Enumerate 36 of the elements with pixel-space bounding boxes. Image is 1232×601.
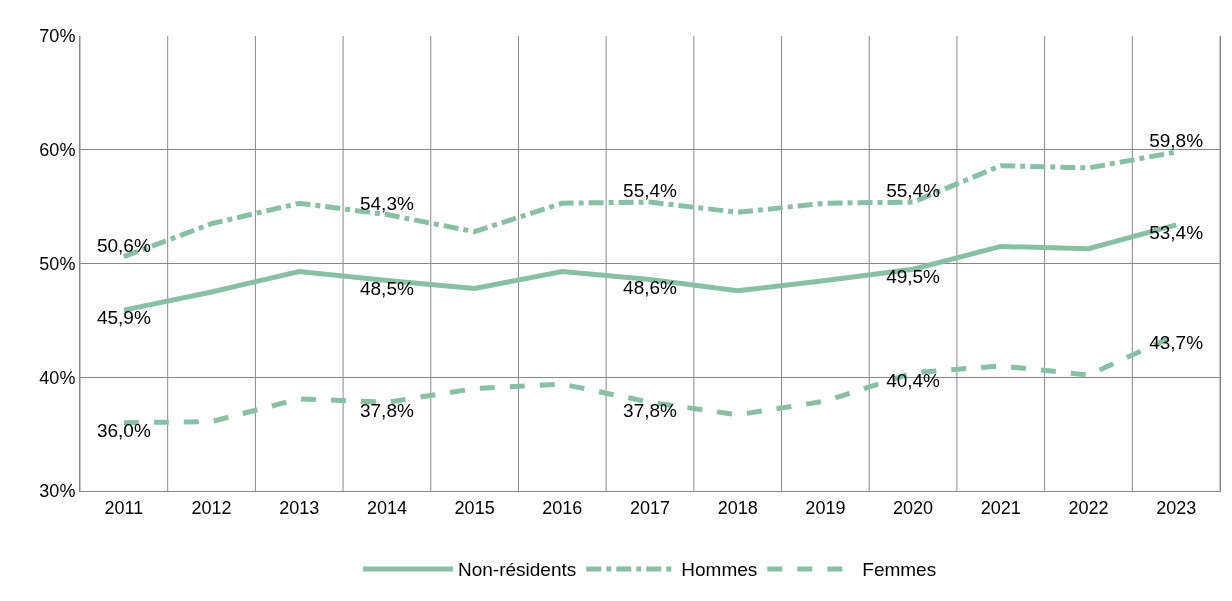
x-tick-label: 2023 — [1156, 497, 1197, 518]
data-label: 50,6% — [96, 234, 151, 256]
data-label: 59,8% — [1149, 130, 1204, 152]
data-label: 54,3% — [359, 192, 414, 214]
x-tick-label: 2022 — [1068, 497, 1109, 518]
data-label: 55,4% — [623, 180, 678, 202]
y-tick-label: 60% — [39, 140, 76, 161]
x-tick-label: 2019 — [805, 497, 846, 518]
x-tick-label: 2020 — [893, 497, 934, 518]
legend-label: Femmes — [862, 559, 937, 581]
data-label: 48,5% — [359, 277, 414, 299]
legend-label: Non-résidents — [458, 559, 577, 581]
x-tick-label: 2012 — [191, 497, 232, 518]
x-tick-label: 2013 — [279, 497, 320, 518]
x-tick-label: 2021 — [980, 497, 1021, 518]
data-label: 37,8% — [623, 399, 678, 421]
x-tick-label: 2014 — [366, 497, 407, 518]
x-tick-label: 2015 — [454, 497, 495, 518]
data-label: 43,7% — [1149, 332, 1204, 354]
legend-label: Hommes — [681, 559, 758, 581]
data-label: 49,5% — [886, 266, 941, 288]
y-tick-label: 70% — [39, 26, 76, 47]
data-label: 37,8% — [359, 399, 414, 421]
data-label: 45,9% — [96, 307, 151, 329]
data-label: 53,4% — [1149, 222, 1204, 244]
data-label: 55,4% — [886, 180, 941, 202]
x-tick-label: 2017 — [629, 497, 671, 518]
x-tick-label: 2011 — [104, 497, 144, 518]
data-label: 40,4% — [886, 369, 941, 391]
y-tick-label: 50% — [39, 253, 76, 274]
x-tick-label: 2018 — [717, 497, 758, 518]
data-label: 36,0% — [96, 420, 151, 441]
x-tick-label: 2016 — [542, 497, 583, 518]
y-tick-label: 30% — [39, 481, 76, 502]
y-tick-label: 40% — [39, 367, 76, 388]
data-label: 48,6% — [623, 276, 678, 298]
